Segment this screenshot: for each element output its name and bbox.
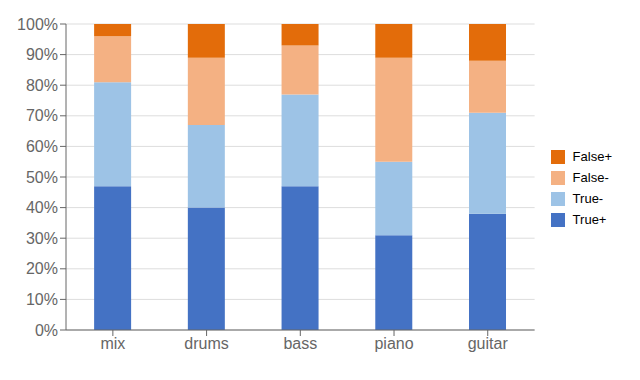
svg-text:100%: 100%: [17, 16, 58, 33]
svg-text:70%: 70%: [26, 107, 58, 124]
svg-text:60%: 60%: [26, 138, 58, 155]
svg-text:bass: bass: [283, 335, 317, 352]
html-text:True+: True+: [572, 212, 607, 227]
html-text:False+: False+: [572, 149, 612, 164]
svg-text:80%: 80%: [26, 77, 58, 94]
svg-text:30%: 30%: [26, 230, 58, 247]
svg-text:piano: piano: [374, 335, 413, 352]
svg-text:0%: 0%: [35, 322, 58, 339]
svg-text:50%: 50%: [26, 169, 58, 186]
svg-text:90%: 90%: [26, 46, 58, 63]
svg-text:20%: 20%: [26, 260, 58, 277]
svg-text:guitar: guitar: [468, 335, 509, 352]
svg-text:mix: mix: [100, 335, 125, 352]
svg-text:drums: drums: [184, 335, 228, 352]
svg-text:40%: 40%: [26, 199, 58, 216]
html-text:True-: True-: [572, 191, 604, 206]
svg-text:10%: 10%: [26, 291, 58, 308]
html-text:False-: False-: [572, 170, 609, 185]
